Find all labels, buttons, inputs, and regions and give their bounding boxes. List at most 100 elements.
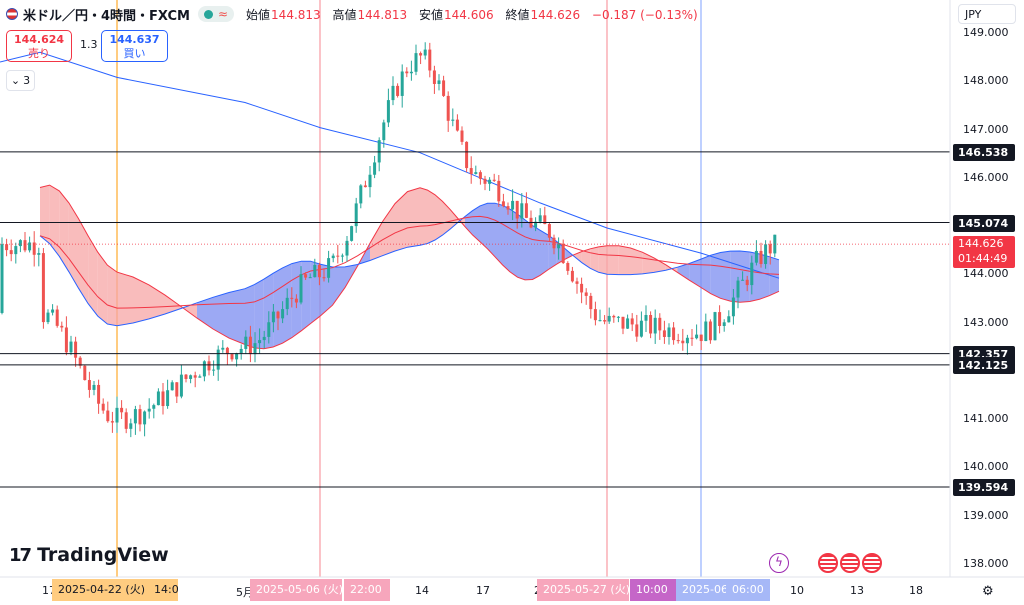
candle-body — [276, 311, 280, 319]
cloud-segment — [165, 295, 181, 314]
cloud-segment — [229, 288, 245, 345]
candle-body — [363, 185, 367, 188]
candle-body — [474, 172, 478, 174]
candle-body — [575, 281, 579, 284]
cloud-segment — [117, 272, 133, 326]
currency-select[interactable]: JPY — [958, 4, 1016, 24]
candle-body — [170, 382, 174, 391]
candle-body — [566, 262, 570, 271]
open-label: 始値 — [246, 7, 271, 22]
indicator-collapse-button[interactable]: ⌄ 3 — [6, 70, 35, 91]
candle-body — [386, 100, 390, 123]
candle-body — [212, 369, 216, 371]
candle-body — [225, 347, 229, 355]
settings-gear-icon[interactable]: ⚙ — [982, 584, 994, 599]
candle-body — [184, 374, 188, 379]
bar-countdown: 01:44:49 — [958, 252, 1008, 265]
candle-body — [405, 71, 409, 74]
high-label: 高値 — [332, 7, 357, 22]
symbol-label: 米ドル／円・4時間・FXCM — [23, 8, 190, 24]
time-tick-label: 13 — [850, 584, 864, 597]
cloud-segment — [598, 245, 607, 275]
candle-body — [143, 411, 147, 425]
candle-body — [616, 316, 620, 318]
buy-button[interactable]: 144.637 買い — [101, 30, 168, 62]
candle-body — [488, 179, 492, 184]
candle-body — [382, 122, 386, 141]
candle-body — [745, 279, 749, 286]
us-event-icon[interactable] — [818, 553, 838, 573]
candle-body — [727, 316, 731, 323]
candle-body — [419, 53, 423, 56]
candle-body — [428, 49, 432, 71]
candle-body — [285, 297, 289, 310]
candle-body — [400, 71, 404, 96]
ichimoku-cloud — [40, 185, 779, 349]
long-moving-average — [0, 51, 780, 279]
candle-body — [506, 206, 510, 210]
cloud-segment — [540, 230, 549, 276]
flash-icon[interactable]: ϟ — [769, 553, 789, 573]
cloud-segment — [581, 248, 591, 269]
cloud-segment — [435, 194, 443, 240]
cloud-segment — [332, 266, 345, 306]
cloud-segment — [149, 284, 165, 319]
sell-label: 売り — [28, 47, 50, 60]
candle-body — [437, 80, 441, 84]
cloud-segment — [49, 185, 60, 257]
price-tick-label: 141.000 — [963, 412, 1009, 426]
candle-body — [0, 244, 4, 313]
candle-body — [230, 354, 234, 360]
candle-body — [414, 53, 418, 72]
change-value: −0.187 (−0.13%) — [591, 7, 698, 22]
logo-text: TradingView — [37, 544, 169, 566]
cloud-segment — [310, 261, 320, 324]
symbol-name[interactable]: 米ドル／円・4時間・FXCM — [6, 5, 190, 24]
cloud-segment — [442, 201, 450, 236]
us-event-icon[interactable] — [840, 553, 860, 573]
candle-body — [432, 70, 436, 84]
candle-body — [202, 361, 206, 377]
candle-body — [46, 312, 50, 323]
price-tick-label: 147.000 — [963, 122, 1009, 136]
sell-price: 144.624 — [13, 33, 65, 46]
moving-average-lines — [0, 51, 780, 350]
us-event-icon[interactable] — [862, 553, 882, 573]
cloud-segment — [472, 205, 480, 242]
buy-price: 144.637 — [109, 33, 160, 46]
time-tick-label: 18 — [909, 584, 923, 597]
candle-body — [133, 409, 137, 424]
cloud-segment — [565, 248, 574, 260]
time-cursor-tag: 2025-06-03 (火) — [676, 579, 726, 601]
candle-body — [557, 243, 561, 249]
candle-body — [304, 274, 308, 278]
candle-body — [593, 309, 597, 321]
candle-body — [221, 347, 225, 350]
tv-logo-icon: 17 — [9, 544, 32, 566]
market-status-toggle[interactable]: ≈ — [197, 6, 235, 22]
candle-body — [515, 200, 519, 219]
candle-body — [754, 250, 758, 263]
time-cursor-tag: 06:00 — [726, 579, 770, 601]
candle-body — [607, 315, 611, 322]
candle-body — [465, 141, 469, 169]
candle-body — [115, 407, 119, 423]
candle-body — [589, 295, 593, 310]
market-open-icon — [203, 9, 213, 19]
buy-label: 買い — [123, 47, 146, 60]
cloud-segment — [427, 190, 435, 244]
candle-body — [97, 384, 101, 404]
time-tick-label: 5月 — [236, 586, 254, 599]
cloud-segment — [689, 259, 701, 288]
candle-body — [649, 314, 653, 334]
candle-body — [455, 119, 459, 131]
tradingview-logo: 17 TradingView — [9, 544, 169, 566]
low-value: 144.606 — [443, 7, 494, 22]
sell-button[interactable]: 144.624 売り — [6, 30, 72, 62]
cloud-segment — [133, 276, 149, 323]
cloud-segment — [480, 203, 488, 249]
candle-body — [478, 172, 482, 179]
candle-body — [676, 340, 680, 342]
candle-body — [451, 119, 455, 121]
